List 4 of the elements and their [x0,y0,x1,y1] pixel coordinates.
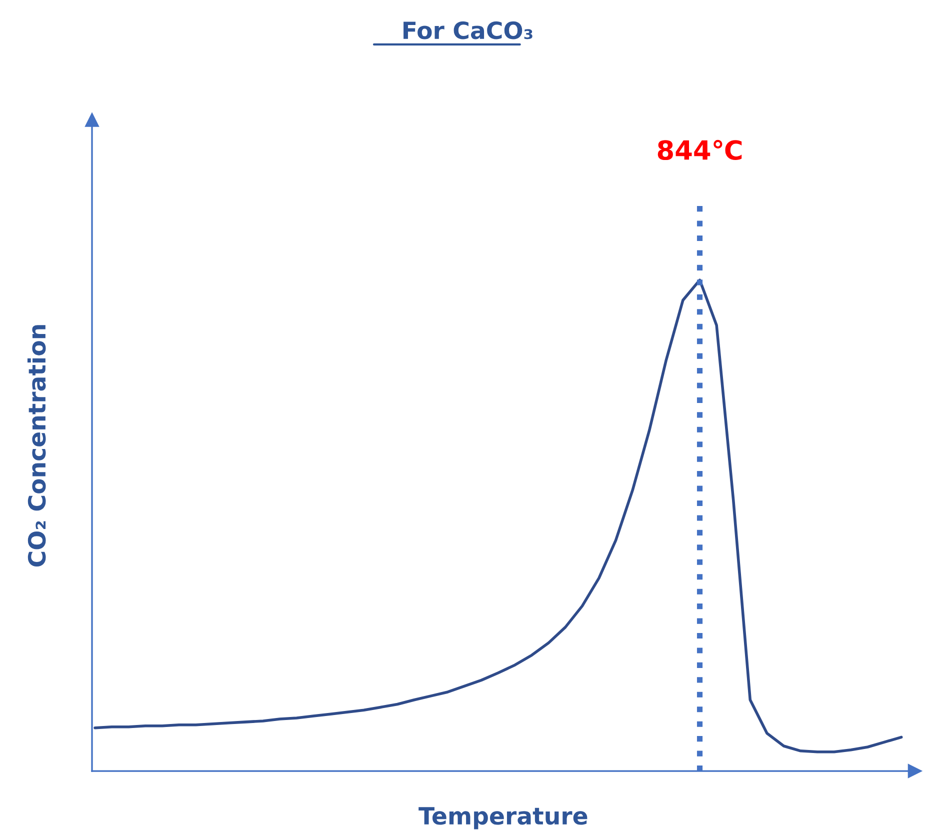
y-axis-title: CO₂ Concentration [27,325,46,567]
chart-title: For CaCO₃ [404,21,532,40]
text: 844℃ [658,140,742,160]
x-axis-title: Temperature [418,807,588,830]
